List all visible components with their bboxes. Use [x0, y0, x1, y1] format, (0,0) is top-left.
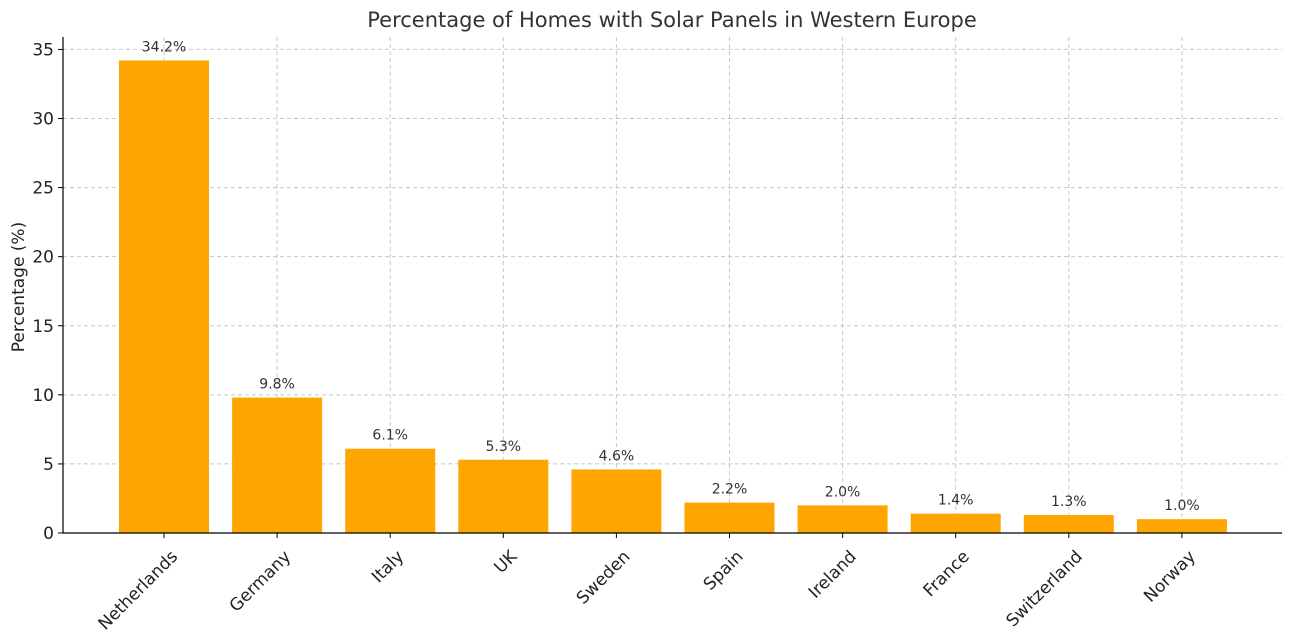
x-tick-label: Sweden	[573, 547, 635, 609]
axes	[62, 37, 1282, 534]
y-tick-label: 15	[32, 317, 54, 337]
bar-ireland	[797, 505, 888, 533]
x-axis-ticks: Netherlands Germany Italy UK Sweden Spain Irel…	[95, 533, 1200, 634]
y-axis-ticks: 0 5 10 15 20 25 30 35	[32, 40, 63, 544]
bars	[119, 60, 1227, 534]
data-label: 1.4%	[938, 493, 974, 509]
data-label: 1.0%	[1164, 498, 1200, 514]
data-label: 1.3%	[1051, 494, 1087, 510]
bar-germany	[232, 397, 323, 533]
y-tick-label: 0	[43, 524, 54, 544]
bar-sweden	[571, 469, 662, 533]
x-tick-label: Norway	[1140, 547, 1200, 607]
x-tick-label: Netherlands	[95, 547, 183, 635]
x-tick-label: Switzerland	[1003, 547, 1087, 631]
bar-uk	[458, 459, 549, 533]
data-label: 34.2%	[142, 39, 186, 55]
y-axis-label: Percentage (%)	[9, 222, 29, 352]
bar-france	[910, 513, 1001, 533]
x-tick-label: UK	[490, 546, 521, 577]
data-label: 6.1%	[372, 428, 408, 444]
data-label: 4.6%	[599, 448, 635, 464]
data-label: 2.0%	[825, 484, 861, 500]
data-label: 5.3%	[486, 439, 522, 455]
x-tick-label: Italy	[368, 547, 408, 587]
x-tick-label: France	[920, 547, 974, 601]
bar-spain	[684, 502, 775, 533]
bar-switzerland	[1023, 515, 1114, 533]
y-tick-label: 20	[32, 248, 54, 268]
bar-netherlands	[119, 60, 209, 534]
bar-italy	[345, 448, 436, 533]
data-label: 2.2%	[712, 482, 748, 498]
data-label: 9.8%	[259, 377, 295, 393]
value-labels: 34.2% 9.8% 6.1% 5.3% 4.6% 2.2% 2.0% 1.4% 1.3% 1.0…	[142, 39, 1200, 514]
y-tick-label: 25	[32, 179, 54, 199]
grid	[63, 37, 1282, 534]
bar-norway	[1136, 519, 1227, 533]
x-tick-label: Spain	[700, 547, 748, 595]
chart-title: Percentage of Homes with Solar Panels in…	[367, 8, 977, 32]
y-tick-label: 10	[32, 386, 54, 406]
x-tick-label: Germany	[226, 547, 295, 616]
y-tick-label: 30	[32, 110, 54, 130]
y-tick-label: 35	[32, 40, 54, 60]
y-tick-label: 5	[43, 455, 54, 475]
x-tick-label: Ireland	[805, 547, 861, 603]
